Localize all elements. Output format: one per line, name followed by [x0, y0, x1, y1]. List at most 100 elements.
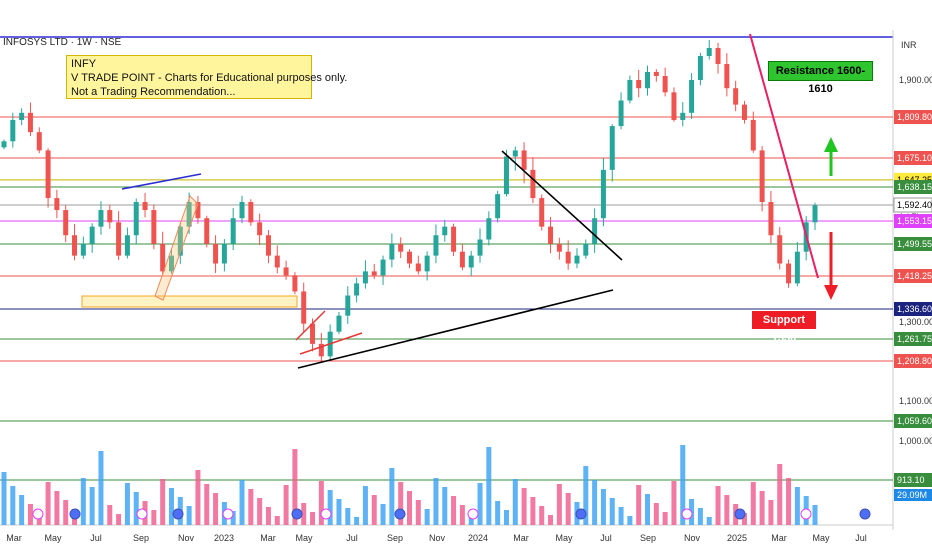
candle-body	[89, 226, 95, 244]
level-label: 1,499.55	[897, 239, 932, 249]
level-label: 1,261.75	[897, 334, 932, 344]
candle-body	[19, 112, 25, 120]
level-label-bg	[894, 332, 932, 346]
x-tick: Sep	[133, 533, 149, 543]
level-label: 1,675.10	[897, 153, 932, 163]
volume-bar	[724, 495, 730, 525]
rising-channel	[154, 195, 199, 301]
candle-body	[539, 198, 545, 227]
candle-body	[283, 267, 289, 276]
currency-label: INR	[901, 40, 917, 50]
candle-body	[45, 150, 51, 199]
candle-body	[733, 88, 739, 105]
candle-body	[407, 251, 412, 264]
volume-bar	[812, 505, 818, 525]
volume-bar	[151, 510, 157, 525]
candle-body	[759, 150, 765, 203]
candle-body	[389, 243, 395, 260]
volume-bar	[645, 494, 651, 525]
volume-bar	[1, 472, 7, 525]
volume-bar	[750, 482, 756, 525]
volume-bar	[495, 501, 501, 525]
level-label: 1,638.15	[897, 182, 932, 192]
candle-body	[609, 126, 615, 170]
level-label-bg	[894, 269, 932, 283]
volume-bar	[777, 464, 783, 525]
candle-body	[345, 295, 351, 316]
volume-bar	[63, 500, 69, 525]
volume-bar	[609, 498, 615, 525]
candle-body	[230, 218, 236, 244]
level-label: 1,059.60	[897, 416, 932, 426]
level-label-bg	[894, 414, 932, 428]
candle-body	[521, 150, 527, 170]
candle-body	[63, 210, 69, 236]
volume-bar	[671, 481, 677, 525]
candle-body	[794, 251, 800, 284]
volume-bar	[274, 516, 280, 525]
candle-body	[503, 156, 509, 195]
candle-body	[424, 255, 430, 272]
candle-body	[741, 104, 747, 120]
volume-bar	[565, 493, 571, 525]
candle-body	[248, 202, 254, 223]
candle-body	[380, 259, 386, 276]
candle-body	[168, 255, 174, 272]
price-tick: 1,300.00	[899, 317, 932, 327]
candle-body	[239, 202, 245, 219]
candle-body	[213, 243, 219, 264]
candle-body	[10, 119, 16, 142]
volume-bar	[583, 466, 589, 525]
volume-bar	[592, 480, 598, 525]
candle-body	[812, 205, 818, 223]
volume-bar	[107, 505, 113, 525]
volume-bar	[318, 481, 324, 525]
candle-body	[442, 226, 448, 236]
volume-bar	[98, 451, 104, 525]
volume-bar	[116, 514, 122, 525]
volume-bar	[186, 506, 192, 525]
candle-body	[80, 243, 86, 256]
candle-body	[36, 132, 42, 151]
candle-body	[310, 323, 316, 344]
volume-bar	[213, 493, 219, 525]
level-label: 1,647.25	[897, 175, 932, 185]
volume-bar	[468, 514, 474, 525]
price-tick: 1,000.00	[899, 436, 932, 446]
candle-body	[724, 64, 730, 89]
candle-body	[618, 100, 624, 127]
level-label-bg	[894, 354, 932, 368]
event-marker	[32, 508, 44, 520]
x-tick: 2024	[468, 533, 488, 543]
candle-body	[265, 235, 271, 256]
volume-bar	[451, 496, 457, 525]
volume-bar	[27, 504, 33, 525]
candle-body	[116, 222, 122, 256]
volume-bar	[768, 500, 774, 525]
volume-bar	[354, 517, 360, 525]
x-tick: Jul	[346, 533, 358, 543]
candle-body	[362, 271, 368, 284]
blue-top-line	[121, 173, 202, 190]
candle-body	[530, 169, 536, 199]
volume-bar	[706, 517, 712, 525]
chart-title: INFOSYS LTD · 1W · NSE	[3, 37, 122, 48]
candle-body	[354, 283, 360, 296]
level-label-bg	[894, 473, 932, 487]
candle-body	[477, 239, 483, 256]
resistance-label: Resistance 1600-1610	[768, 61, 873, 95]
up-arrow-head	[824, 137, 838, 152]
candle-body	[257, 222, 263, 236]
volume-bar	[124, 483, 130, 525]
candle-body	[98, 210, 104, 227]
candle-body	[1, 141, 7, 148]
x-tick: Nov	[429, 533, 446, 543]
candle-body	[680, 112, 686, 120]
volume-bar	[786, 478, 792, 525]
event-marker	[859, 508, 871, 520]
falling-trendline	[501, 150, 623, 261]
volume-bar	[248, 489, 254, 525]
candle-body	[459, 251, 465, 268]
